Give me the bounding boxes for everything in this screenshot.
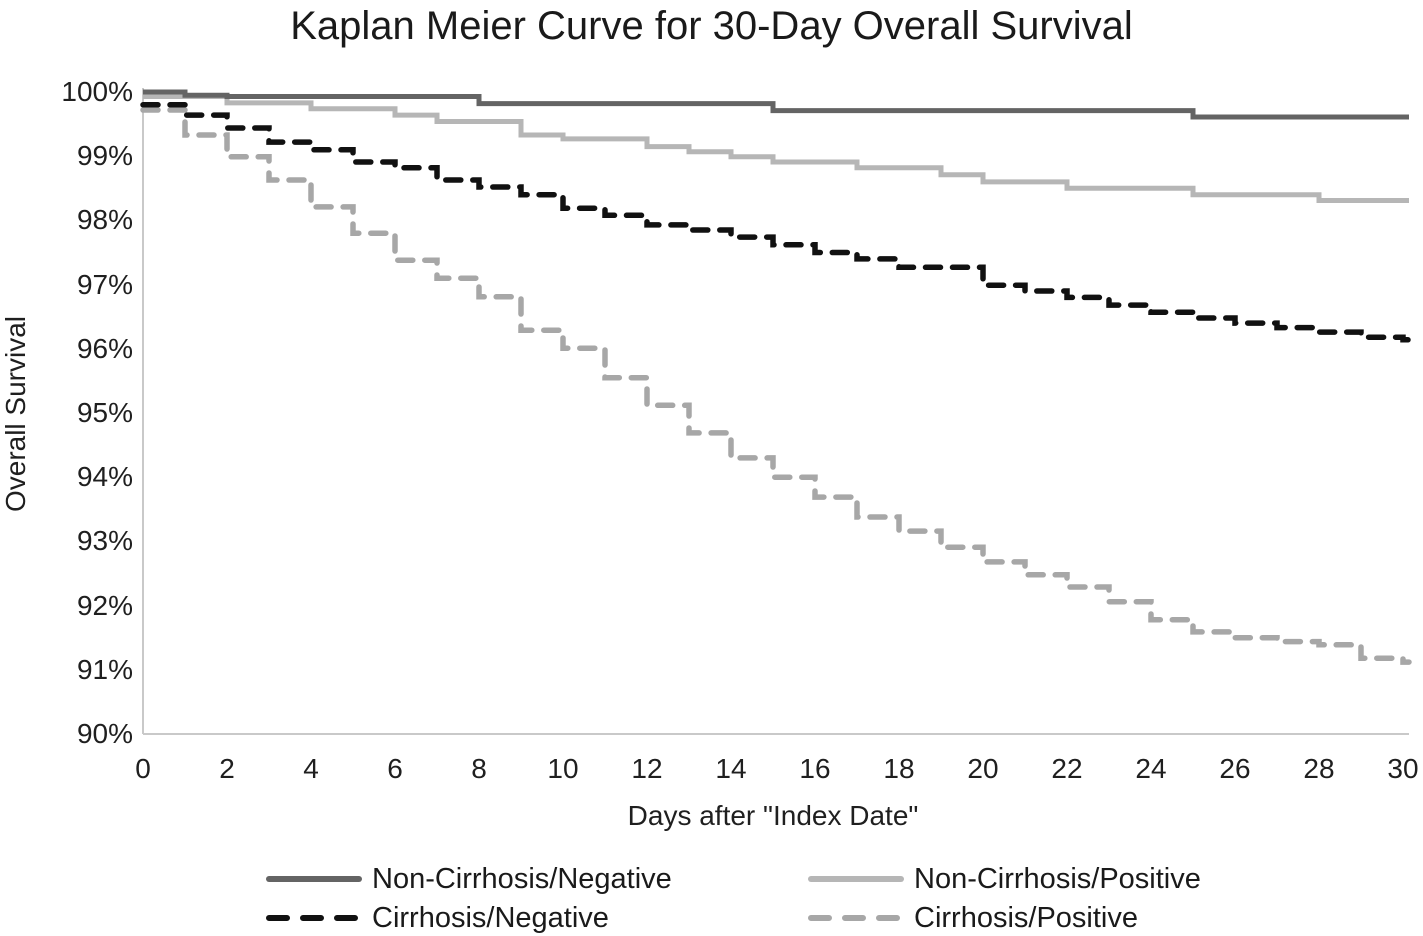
y-tick-label: 93%: [76, 525, 133, 557]
x-tick-label: 12: [631, 753, 663, 784]
legend-item-cirrhosis-positive: Cirrhosis/Positive: [808, 901, 1201, 935]
legend: Non-Cirrhosis/Negative Non-Cirrhosis/Posi…: [266, 862, 1201, 935]
y-tick-label: 100%: [61, 76, 133, 107]
x-tick-label: 20: [967, 753, 999, 784]
x-tick-label: 2: [219, 753, 235, 784]
x-tick-label: 10: [547, 753, 579, 784]
x-tick-label: 8: [471, 753, 487, 784]
series-curve-non-cirrhosis-negative: [143, 89, 1409, 120]
x-tick-label: 16: [799, 753, 831, 784]
series-curve-cirrhosis-positive: [140, 107, 1412, 665]
x-tick-label: 24: [1135, 753, 1167, 784]
x-tick-label: 22: [1051, 753, 1083, 784]
x-tick-label: 30: [1387, 753, 1419, 784]
legend-label: Cirrhosis/Negative: [372, 901, 609, 934]
legend-label: Cirrhosis/Positive: [914, 901, 1138, 934]
legend-line-swatch-icon: [266, 876, 362, 882]
y-tick-label: 98%: [76, 204, 133, 236]
chart-title: Kaplan Meier Curve for 30-Day Overall Su…: [290, 4, 1133, 48]
legend-label: Non-Cirrhosis/Positive: [914, 862, 1201, 895]
y-tick-label: 91%: [76, 653, 133, 685]
legend-item-non-cirrhosis-negative: Non-Cirrhosis/Negative: [266, 862, 808, 896]
x-tick-label: 6: [387, 753, 403, 784]
legend-label: Non-Cirrhosis/Negative: [372, 862, 672, 895]
y-tick-label: 99%: [76, 140, 133, 172]
x-tick-label: 18: [883, 753, 915, 784]
y-tick-label: 92%: [76, 589, 133, 621]
legend-line-swatch-icon: [808, 876, 904, 882]
y-tick-label: 97%: [76, 268, 133, 300]
legend-item-cirrhosis-negative: Cirrhosis/Negative: [266, 901, 808, 935]
x-tick-label: 0: [135, 753, 151, 784]
y-tick-label: 95%: [76, 397, 133, 428]
legend-line-swatch-icon: [808, 915, 904, 921]
x-axis-title: Days after "Index Date": [627, 800, 919, 831]
series-curve-non-cirrhosis-positive: [143, 94, 1409, 203]
legend-line-swatch-icon: [266, 915, 362, 921]
y-tick-label: 90%: [76, 718, 133, 749]
x-tick-label: 28: [1303, 753, 1335, 784]
y-tick-label: 96%: [76, 332, 133, 364]
x-tick-label: 4: [303, 753, 319, 784]
y-tick-label: 94%: [76, 461, 133, 493]
legend-item-non-cirrhosis-positive: Non-Cirrhosis/Positive: [808, 862, 1201, 896]
x-tick-label: 26: [1219, 753, 1251, 784]
x-tick-label: 14: [715, 753, 747, 784]
series-curve-cirrhosis-negative: [140, 102, 1412, 343]
